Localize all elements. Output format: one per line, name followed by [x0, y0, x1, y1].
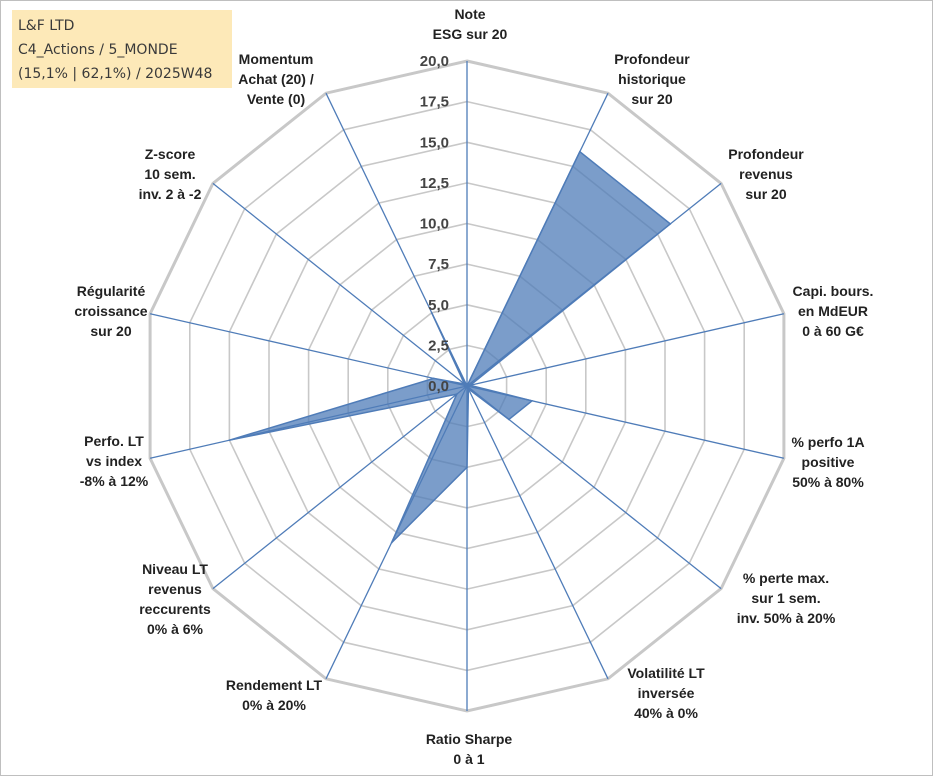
info-title: L&F LTD [18, 18, 75, 34]
axis-label-3: Capi. bours. en MdEUR 0 à 60 G€ [793, 283, 874, 339]
data-point-3 [469, 384, 472, 387]
axis-label-9-line-0: Niveau LT [142, 561, 208, 577]
axis-label-5: % perte max. sur 1 sem. inv. 50% à 20% [737, 570, 836, 626]
axis-label-11-line-0: Régularité [77, 283, 146, 299]
axis-label-6-line-0: Volatilité LT [627, 665, 705, 681]
axis-label-4-line-2: 50% à 80% [792, 474, 864, 490]
data-point-1 [579, 150, 581, 153]
data-point-11 [432, 377, 435, 380]
data-point-12 [463, 383, 466, 385]
axis-label-2: Profondeur revenus sur 20 [728, 146, 804, 202]
axis-label-1-line-0: Profondeur [614, 51, 690, 67]
axis-label-1-line-1: historique [618, 71, 686, 87]
axis-label-13-line-1: Achat (20) / [238, 71, 314, 87]
axis-label-13-line-2: Vente (0) [247, 91, 305, 107]
axis-label-9-line-1: revenus [148, 581, 202, 597]
axis-label-3-line-1: en MdEUR [798, 303, 868, 319]
tick-label-4: 10,0 [420, 216, 449, 233]
tick-label-1: 2,5 [428, 337, 449, 354]
radar-tick-labels: 0,0 2,5 5,0 7,5 10,0 12,5 15,0 17,5 20,0 [420, 53, 449, 395]
axis-label-5-line-0: % perte max. [743, 570, 829, 586]
axis-label-8-line-1: 0% à 20% [242, 697, 306, 713]
axis-label-10: Perfo. LT vs index -8% à 12% [80, 433, 149, 489]
axis-label-6: Volatilité LT inversée 40% à 0% [627, 665, 705, 721]
axis-label-2-line-1: revenus [739, 166, 793, 182]
data-point-4 [531, 400, 533, 402]
axis-label-5-line-1: sur 1 sem. [751, 590, 820, 606]
axis-label-1-line-2: sur 20 [631, 91, 672, 107]
axis-label-4-line-0: % perfo 1A [791, 434, 864, 450]
axis-label-13-line-0: Momentum [239, 51, 314, 67]
tick-label-2: 5,0 [428, 297, 449, 314]
tick-label-7: 17,5 [420, 94, 449, 111]
data-point-5 [508, 418, 510, 421]
axis-label-7: Ratio Sharpe 0 à 1 [426, 731, 513, 767]
axis-label-11-line-1: croissance [74, 303, 147, 319]
axis-label-9-line-2: reccurents [139, 601, 211, 617]
info-box: L&F LTD C4_Actions / 5_MONDE (15,1% | 62… [12, 10, 232, 88]
spoke-3 [466, 313, 785, 387]
data-point-2 [669, 223, 672, 225]
axis-label-2-line-2: sur 20 [745, 186, 786, 202]
spoke-12 [212, 182, 468, 387]
axis-label-12: Z-score 10 sem. inv. 2 à -2 [139, 146, 202, 202]
axis-label-11: Régularité croissance sur 20 [74, 283, 147, 339]
axis-label-6-line-1: inversée [638, 685, 695, 701]
axis-label-10-line-1: vs index [86, 453, 142, 469]
axis-label-0-line-1: ESG sur 20 [433, 26, 508, 42]
axis-label-6-line-2: 40% à 0% [634, 705, 698, 721]
info-category: C4_Actions / 5_MONDE [18, 42, 178, 58]
axis-label-10-line-0: Perfo. LT [84, 433, 144, 449]
axis-label-7-line-1: 0 à 1 [453, 751, 484, 767]
axis-label-0-line-0: Note [454, 6, 485, 22]
data-point-7 [466, 466, 468, 469]
data-point-10 [228, 439, 231, 442]
axis-label-3-line-0: Capi. bours. [793, 283, 874, 299]
axis-label-5-line-2: inv. 50% à 20% [737, 610, 836, 626]
radar-series [228, 150, 672, 544]
axis-label-8-line-0: Rendement LT [226, 677, 323, 693]
axis-label-9-line-3: 0% à 6% [147, 621, 204, 637]
tick-label-6: 15,0 [420, 134, 449, 151]
data-point-13 [430, 312, 433, 314]
axis-label-4-line-1: positive [802, 454, 855, 470]
axis-label-9: Niveau LT revenus reccurents 0% à 6% [139, 561, 211, 637]
axis-label-12-line-1: 10 sem. [144, 166, 195, 182]
radar-axis-labels: Note ESG sur 20 Profondeur historique sur 20… [74, 6, 873, 767]
axis-label-11-line-2: sur 20 [90, 323, 131, 339]
axis-label-12-line-2: inv. 2 à -2 [139, 186, 202, 202]
data-point-9 [456, 393, 458, 395]
axis-label-10-line-2: -8% à 12% [80, 473, 149, 489]
spoke-6 [466, 385, 609, 680]
tick-label-5: 12,5 [420, 175, 449, 192]
axis-label-0: Note ESG sur 20 [433, 6, 508, 42]
info-stats: (15,1% | 62,1%) / 2025W48 [18, 66, 213, 82]
axis-label-8: Rendement LT 0% à 20% [226, 677, 323, 713]
data-point-0 [466, 385, 468, 387]
axis-label-1: Profondeur historique sur 20 [614, 51, 690, 107]
axis-label-12-line-0: Z-score [145, 146, 196, 162]
axis-label-13: Momentum Achat (20) / Vente (0) [238, 51, 314, 107]
axis-label-3-line-2: 0 à 60 G€ [802, 323, 864, 339]
axis-label-2-line-0: Profondeur [728, 146, 804, 162]
tick-label-3: 7,5 [428, 256, 449, 273]
data-point-6 [467, 388, 470, 390]
tick-label-0: 0,0 [428, 378, 449, 395]
spoke-9 [212, 385, 468, 590]
tick-label-8: 20,0 [420, 53, 449, 70]
spoke-11 [149, 313, 468, 387]
axis-label-7-line-0: Ratio Sharpe [426, 731, 513, 747]
axis-label-4: % perfo 1A positive 50% à 80% [791, 434, 864, 490]
data-point-8 [390, 541, 393, 544]
